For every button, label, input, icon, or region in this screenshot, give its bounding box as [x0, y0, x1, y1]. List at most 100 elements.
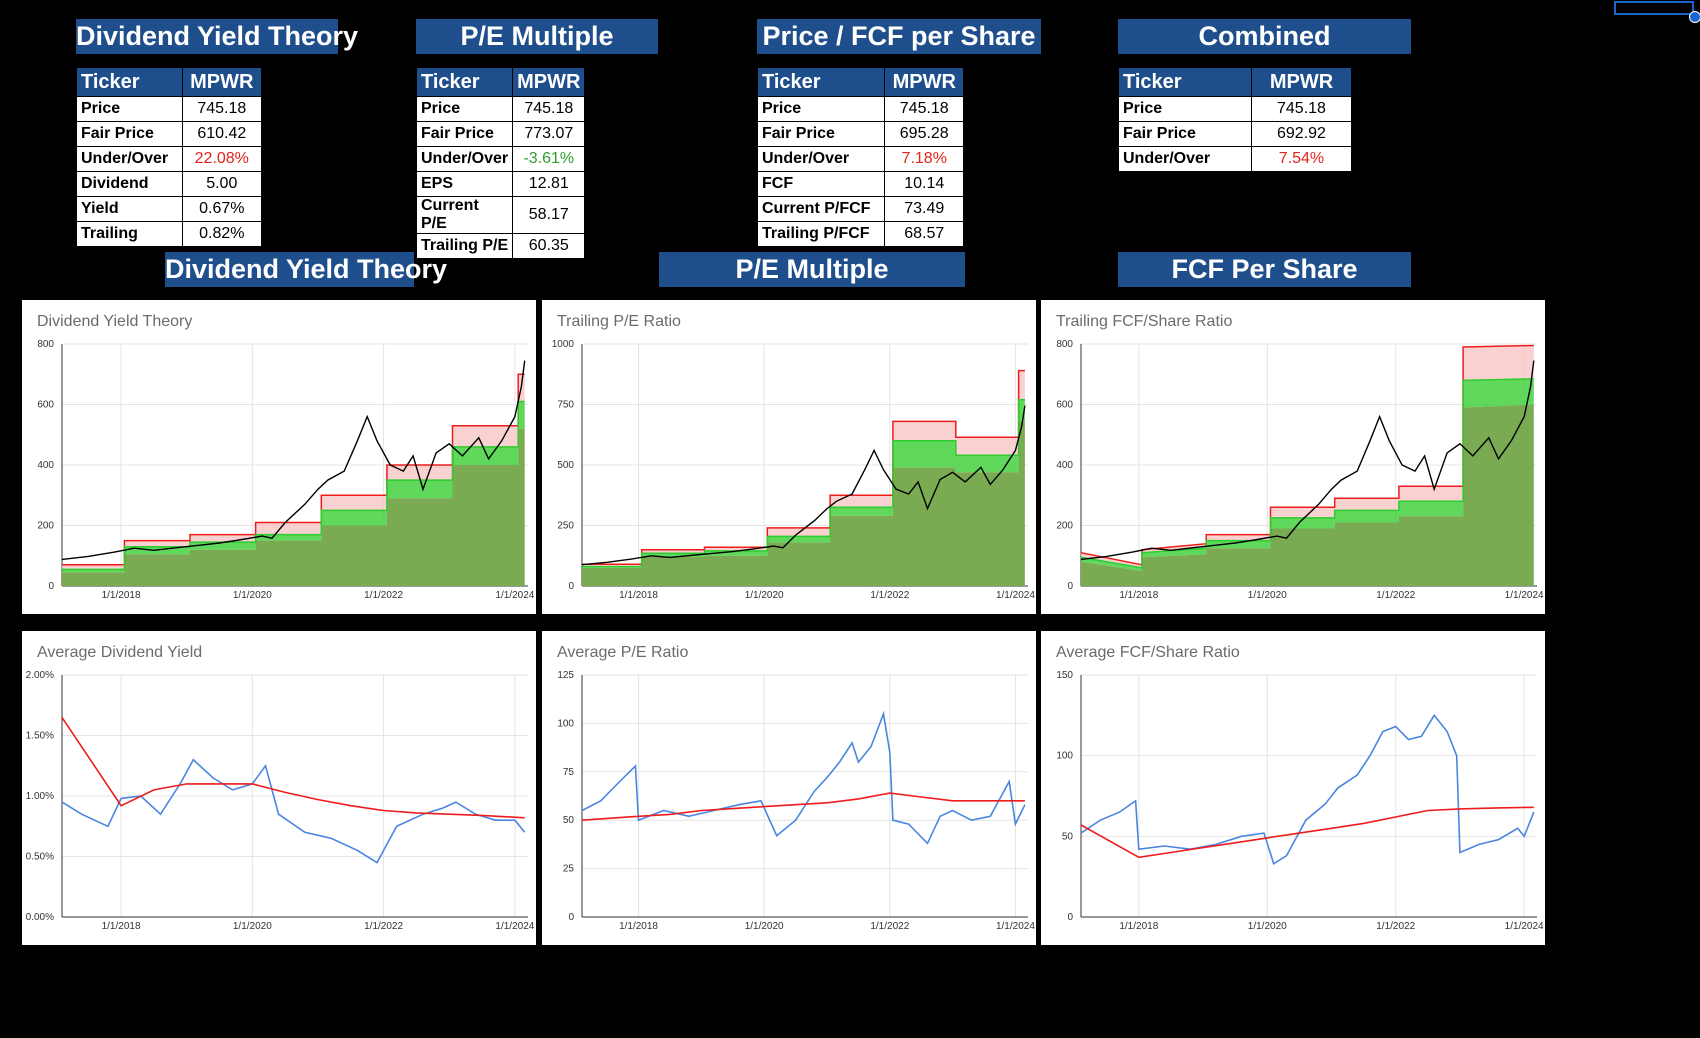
- chart-svg: Average P/E Ratio 0 25 50 75 100 125 1/1/2018 1/…: [557, 644, 1035, 932]
- dividend-table: Ticker MPWR Price 745.18 Fair Price 610.42 Un…: [76, 67, 263, 247]
- ticker-label: Ticker: [76, 67, 183, 97]
- selection-handle[interactable]: [1689, 11, 1700, 23]
- price-line: [581, 405, 1026, 566]
- price-line: [61, 360, 526, 561]
- row-label: Under/Over: [415, 146, 514, 172]
- table-row: Dividend 5.00: [76, 171, 263, 197]
- fair-base-area: [62, 428, 525, 586]
- chart-title: Trailing FCF/Share Ratio: [1056, 313, 1232, 330]
- y-tick-label: 750: [557, 400, 574, 411]
- y-tick-label: 75: [563, 767, 575, 778]
- row-value: 745.18: [884, 96, 964, 122]
- chart-average-pe[interactable]: Average P/E Ratio 0 25 50 75 100 125 1/1/2018 1/…: [542, 631, 1036, 945]
- row-value: 12.81: [512, 171, 586, 197]
- table-row: Trailing P/FCF 68.57: [756, 221, 964, 247]
- ticker-label: Ticker: [415, 67, 514, 97]
- row-label: Dividend: [76, 171, 183, 197]
- row-value: 610.42: [181, 121, 263, 147]
- x-tick-label: 1/1/2022: [364, 590, 403, 601]
- section-pe-multiple: P/E Multiple: [659, 252, 965, 287]
- y-tick-label: 1000: [552, 339, 575, 350]
- fair-upper-line: [62, 373, 525, 566]
- row-value: 692.92: [1250, 121, 1353, 147]
- x-tick-label: 1/1/2024: [1505, 921, 1544, 932]
- chart-average-dividend-yield[interactable]: Average Dividend Yield 0.00% 0.50% 1.00% 1.5…: [22, 631, 536, 945]
- y-tick-label: 0: [1067, 912, 1073, 923]
- x-tick-label: 1/1/2022: [364, 921, 403, 932]
- table-row: Current P/FCF 73.49: [756, 196, 964, 222]
- row-value: 58.17: [512, 196, 586, 234]
- average-series-line: [61, 716, 525, 819]
- selection-box[interactable]: [1614, 1, 1694, 15]
- chart-dividend-yield-theory[interactable]: Dividend Yield Theory 0 200 400 600 800 1/1/20…: [22, 300, 536, 614]
- chart-svg: Average FCF/Share Ratio 0 50 100 150 1/1/2018…: [1056, 644, 1544, 932]
- fair-base-area: [1081, 404, 1534, 586]
- chart-svg: Trailing FCF/Share Ratio 0 200 400 600 800 1/1…: [1056, 313, 1544, 601]
- chart-average-fcf[interactable]: Average FCF/Share Ratio 0 50 100 150 1/1/2018…: [1041, 631, 1545, 945]
- chart-trailing-fcf[interactable]: Trailing FCF/Share Ratio 0 200 400 600 800 1/1…: [1041, 300, 1545, 614]
- table-row: Trailing P/E 60.35: [415, 233, 586, 259]
- y-tick-label: 50: [563, 815, 575, 826]
- row-value: 73.49: [884, 196, 964, 222]
- row-label: EPS: [415, 171, 514, 197]
- fair-band-red: [62, 374, 525, 570]
- y-tick-label: 100: [1056, 751, 1073, 762]
- chart-title: Average P/E Ratio: [557, 644, 688, 661]
- row-value: -3.61%: [512, 146, 586, 172]
- table-row: Price 745.18: [415, 96, 586, 122]
- row-value: 773.07: [512, 121, 586, 147]
- ticker-label: Ticker: [1118, 67, 1252, 97]
- row-label: Fair Price: [76, 121, 183, 147]
- table-row: EPS 12.81: [415, 171, 586, 197]
- x-tick-label: 1/1/2024: [996, 590, 1035, 601]
- table-row: Under/Over -3.61%: [415, 146, 586, 172]
- fair-mid-line: [1080, 378, 1534, 569]
- x-tick-label: 1/1/2020: [1248, 590, 1287, 601]
- y-tick-label: 0: [48, 581, 54, 592]
- x-tick-label: 1/1/2020: [1248, 921, 1287, 932]
- header-price-fcf: Price / FCF per Share: [757, 19, 1041, 54]
- table-row: Price 745.18: [1118, 96, 1353, 122]
- row-label: FCF: [756, 171, 886, 197]
- y-tick-label: 0: [1067, 581, 1073, 592]
- header-combined: Combined: [1118, 19, 1411, 54]
- row-label: Fair Price: [415, 121, 514, 147]
- x-tick-label: 1/1/2018: [1119, 590, 1158, 601]
- row-value: 68.57: [884, 221, 964, 247]
- chart-title: Dividend Yield Theory: [37, 313, 192, 330]
- row-value: 745.18: [181, 96, 263, 122]
- row-value: 60.35: [512, 233, 586, 259]
- y-tick-label: 150: [1056, 670, 1073, 681]
- y-tick-label: 125: [557, 670, 574, 681]
- row-value: 745.18: [512, 96, 586, 122]
- y-tick-label: 600: [37, 400, 54, 411]
- row-label: Current P/FCF: [756, 196, 886, 222]
- average-series-line: [581, 792, 1025, 821]
- y-tick-label: 50: [1062, 831, 1074, 842]
- chart-trailing-pe[interactable]: Trailing P/E Ratio 0 250 500 750 1000 1/1/2018…: [542, 300, 1036, 614]
- x-tick-label: 1/1/2022: [870, 590, 909, 601]
- y-tick-label: 0: [568, 581, 574, 592]
- table-row: Under/Over 7.54%: [1118, 146, 1353, 172]
- fair-band-green: [1081, 378, 1534, 571]
- y-tick-label: 2.00%: [26, 670, 54, 681]
- average-series-line: [1080, 806, 1534, 859]
- table-row: Fair Price 695.28: [756, 121, 964, 147]
- x-tick-label: 1/1/2020: [745, 590, 784, 601]
- fair-band-green: [62, 401, 525, 573]
- x-tick-label: 1/1/2024: [996, 921, 1035, 932]
- x-tick-label: 1/1/2018: [102, 921, 141, 932]
- ticker-label: Ticker: [756, 67, 886, 97]
- chart-title: Average Dividend Yield: [37, 644, 202, 661]
- row-label: Price: [1118, 96, 1252, 122]
- combined-table: Ticker MPWR Price 745.18 Fair Price 692.92 Un…: [1118, 67, 1353, 172]
- x-tick-label: 1/1/2022: [1376, 921, 1415, 932]
- section-dividend-yield-theory: Dividend Yield Theory: [165, 252, 447, 287]
- row-label: Price: [76, 96, 183, 122]
- fair-base-area: [582, 421, 1025, 586]
- row-label: Under/Over: [1118, 146, 1252, 172]
- pe-table: Ticker MPWR Price 745.18 Fair Price 773.07 Un…: [415, 67, 586, 259]
- fair-band-red: [1081, 345, 1534, 568]
- x-tick-label: 1/1/2020: [745, 921, 784, 932]
- row-value: 5.00: [181, 171, 263, 197]
